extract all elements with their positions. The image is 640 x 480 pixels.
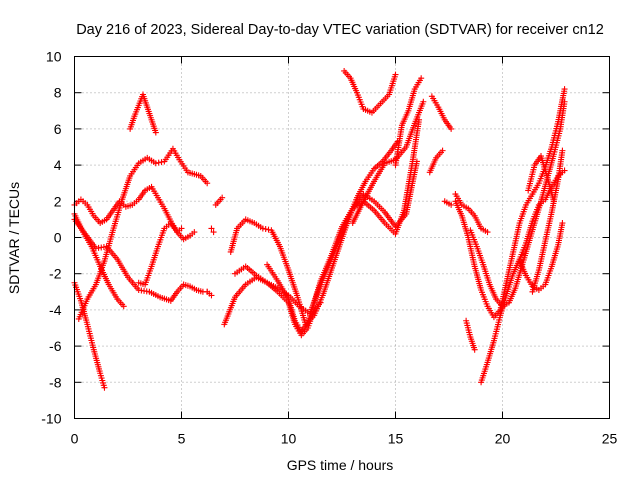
data-point (550, 198, 557, 205)
y-tick-label: 0 (54, 230, 62, 246)
series-arc-20 (441, 198, 455, 208)
data-point (561, 167, 568, 174)
x-tick-label: 25 (602, 431, 618, 447)
data-point (204, 180, 211, 187)
series-arc-28 (525, 153, 557, 205)
series-arc-26 (516, 220, 566, 293)
data-marks (71, 67, 568, 391)
data-point (265, 226, 272, 233)
data-point (559, 147, 566, 154)
data-point (559, 220, 566, 227)
data-point (484, 229, 491, 236)
series-arc-5 (75, 145, 211, 322)
series-arc-10 (204, 288, 215, 299)
plot-frame (74, 56, 610, 419)
data-point (208, 292, 215, 299)
data-point (178, 225, 185, 232)
y-tick-label: -8 (49, 374, 62, 390)
series-arc-15 (341, 67, 399, 116)
data-point (448, 201, 455, 208)
data-point (191, 229, 198, 236)
series-arc-4 (71, 216, 211, 304)
y-tick-label: -2 (49, 266, 62, 282)
data-point (392, 71, 399, 78)
y-axis-label: SDTVAR / TECUs (6, 182, 22, 294)
series-arc-22 (452, 86, 568, 321)
data-point (439, 147, 446, 154)
series-arc-25 (478, 167, 568, 386)
series-arc-12 (227, 138, 401, 328)
data-point (471, 346, 478, 353)
y-tick-label: 6 (54, 121, 62, 137)
data-point (120, 303, 127, 310)
x-axis-label: GPS time / hours (287, 457, 394, 473)
series-arc-14 (264, 116, 423, 335)
series-arc-3 (71, 183, 185, 236)
y-tick-label: 4 (54, 157, 62, 173)
series-arc-6 (127, 91, 159, 136)
series-arc-16 (349, 98, 427, 227)
series-arc-11 (221, 274, 324, 339)
data-point (158, 159, 165, 166)
data-point (259, 225, 266, 232)
data-point (101, 384, 108, 391)
x-tick-label: 20 (495, 431, 511, 447)
series-arc-18 (428, 93, 455, 132)
x-tick-label: 10 (281, 431, 297, 447)
data-point (420, 98, 427, 105)
y-tick-label: 8 (54, 85, 62, 101)
x-tick-label: 0 (71, 431, 79, 447)
data-point (219, 194, 226, 201)
series-arc-17 (392, 75, 425, 169)
y-tick-label: -10 (41, 411, 61, 427)
x-tick-label: 15 (388, 431, 404, 447)
data-point (152, 129, 159, 136)
data-point (561, 98, 568, 105)
y-tick-label: 10 (46, 49, 62, 65)
y-tick-label: -6 (49, 338, 62, 354)
y-tick-label: 2 (54, 193, 62, 209)
series-arc-8 (208, 225, 217, 236)
data-point (155, 159, 162, 166)
series-arc-7 (135, 220, 198, 288)
series-arc-9 (212, 194, 226, 208)
data-point (152, 160, 159, 167)
data-point (561, 86, 568, 93)
data-point (210, 229, 217, 236)
data-point (448, 125, 455, 132)
x-tick-label: 5 (178, 431, 186, 447)
series-arc-24 (463, 317, 478, 353)
data-point (208, 225, 215, 232)
series-arc-21 (452, 191, 491, 236)
data-point (418, 75, 425, 82)
data-point (262, 226, 269, 233)
y-tick-label: -4 (49, 302, 62, 318)
series-arc-19 (426, 147, 446, 176)
tick-labels: 0 5 10 15 20 25 -10 -8 -6 -4 -2 0 2 4 6 8 10 (41, 49, 617, 447)
chart-title: Day 216 of 2023, Sidereal Day-to-day VTE… (76, 22, 604, 38)
